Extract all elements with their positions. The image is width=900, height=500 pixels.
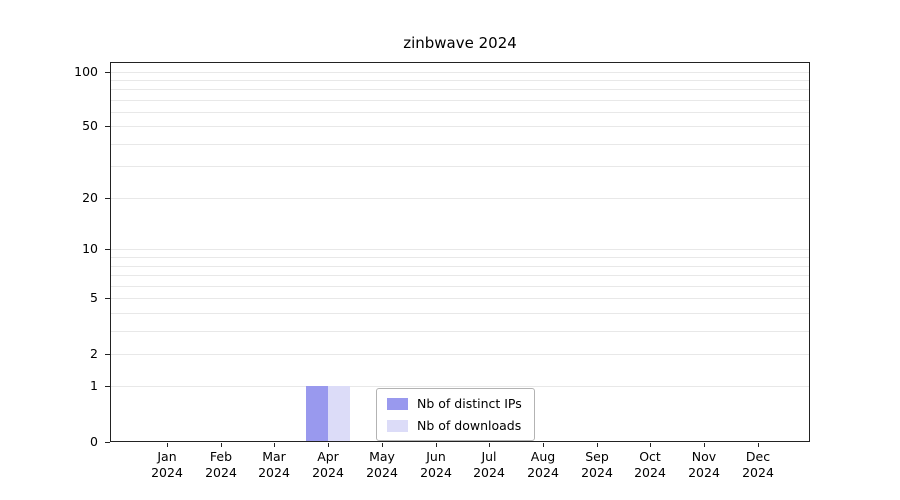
gridline [110, 100, 810, 101]
x-axis-tick-label: Jul 2024 [473, 449, 505, 480]
x-axis-tick-label: Feb 2024 [205, 449, 237, 480]
y-tick-mark [105, 354, 110, 355]
x-tick-mark [328, 443, 329, 447]
y-axis-tick-label: 2 [90, 346, 98, 361]
x-axis-tick-label: Sep 2024 [581, 449, 613, 480]
gridline [110, 386, 810, 387]
bar-downloads [328, 386, 350, 442]
gridline [110, 112, 810, 113]
y-axis-tick-label: 5 [90, 290, 98, 305]
y-tick-mark [105, 249, 110, 250]
y-tick-mark [105, 198, 110, 199]
gridline [110, 313, 810, 314]
legend-swatch-distinct-ips [387, 397, 408, 410]
gridline [110, 257, 810, 258]
gridline [110, 275, 810, 276]
y-axis-tick-label: 100 [74, 64, 98, 79]
bar-distinct-ips [306, 386, 328, 442]
gridline [110, 331, 810, 332]
y-axis-tick-label: 0 [90, 434, 98, 449]
gridline [110, 144, 810, 145]
x-axis-tick-label: Mar 2024 [258, 449, 290, 480]
gridline [110, 72, 810, 73]
x-axis-tick-label: Nov 2024 [688, 449, 720, 480]
gridline [110, 89, 810, 90]
y-axis-tick-label: 20 [82, 190, 98, 205]
x-tick-mark [489, 443, 490, 447]
x-tick-mark [436, 443, 437, 447]
legend-label: Nb of distinct IPs [417, 396, 522, 411]
gridline [110, 298, 810, 299]
x-tick-mark [382, 443, 383, 447]
x-axis-tick-label: Jun 2024 [420, 449, 452, 480]
y-tick-mark [105, 72, 110, 73]
gridline [110, 266, 810, 267]
y-axis-tick-label: 1 [90, 378, 98, 393]
chart-title: zinbwave 2024 [403, 34, 517, 52]
y-axis-tick-label: 50 [82, 118, 98, 133]
gridline [110, 166, 810, 167]
x-axis-tick-label: Jan 2024 [151, 449, 183, 480]
gridline [110, 80, 810, 81]
x-tick-mark [543, 443, 544, 447]
x-axis-tick-label: Aug 2024 [527, 449, 559, 480]
gridline [110, 286, 810, 287]
plot-border [110, 62, 810, 442]
x-tick-mark [274, 443, 275, 447]
gridline [110, 126, 810, 127]
x-tick-mark [221, 443, 222, 447]
y-tick-mark [105, 386, 110, 387]
x-tick-mark [758, 443, 759, 447]
y-tick-mark [105, 126, 110, 127]
legend-entry: Nb of downloads [387, 418, 522, 433]
x-axis-tick-label: Apr 2024 [312, 449, 344, 480]
x-axis-tick-label: May 2024 [366, 449, 398, 480]
legend-label: Nb of downloads [417, 418, 522, 433]
legend-swatch-downloads [387, 419, 408, 432]
x-axis-tick-label: Oct 2024 [634, 449, 666, 480]
gridline [110, 354, 810, 355]
gridline [110, 249, 810, 250]
x-tick-mark [597, 443, 598, 447]
x-tick-mark [704, 443, 705, 447]
legend-entry: Nb of distinct IPs [387, 396, 522, 411]
y-axis-tick-label: 10 [82, 241, 98, 256]
x-axis-tick-label: Dec 2024 [742, 449, 774, 480]
y-tick-mark [105, 298, 110, 299]
x-tick-mark [167, 443, 168, 447]
y-tick-mark [105, 442, 110, 443]
legend: Nb of distinct IPs Nb of downloads [376, 388, 535, 441]
x-tick-mark [650, 443, 651, 447]
gridline [110, 198, 810, 199]
